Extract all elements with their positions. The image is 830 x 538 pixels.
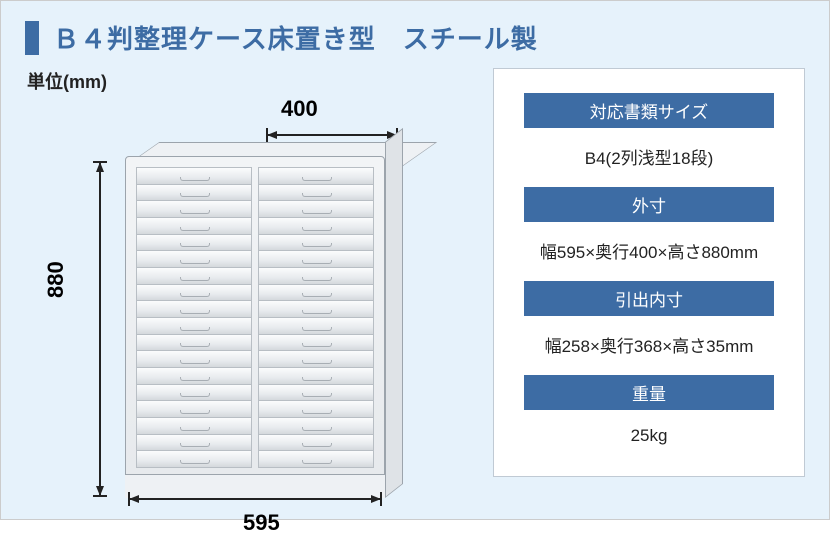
drawer [258, 317, 374, 335]
depth-value: 400 [281, 96, 318, 122]
drawer [258, 217, 374, 235]
infographic-container: Ｂ４判整理ケース床置き型 スチール製 単位(mm) 400 880 [0, 0, 830, 520]
drawer [258, 234, 374, 252]
drawer [258, 450, 374, 468]
drawer [136, 250, 252, 268]
spec-head: 外寸 [524, 187, 774, 222]
spec-value: B4(2列浅型18段) [585, 140, 713, 175]
title-marker [25, 21, 39, 55]
diagram-panel: 単位(mm) 400 880 [25, 68, 465, 538]
drawer [258, 267, 374, 285]
drawer [136, 334, 252, 352]
drawer [258, 300, 374, 318]
drawer [258, 334, 374, 352]
spec-head: 引出内寸 [524, 281, 774, 316]
drawer [136, 417, 252, 435]
title-bar: Ｂ４判整理ケース床置き型 スチール製 [25, 19, 805, 56]
height-value: 880 [43, 261, 69, 298]
spec-value: 幅595×奥行400×高さ880mm [540, 234, 758, 269]
drawer [258, 367, 374, 385]
drawer-column [136, 167, 252, 467]
drawer-column [258, 167, 374, 467]
diagram-wrap: 400 880 [25, 98, 465, 538]
cabinet-side-face [385, 128, 403, 498]
drawer-grid [136, 167, 374, 467]
drawer [136, 167, 252, 185]
spec-value: 25kg [631, 422, 668, 452]
drawer [136, 267, 252, 285]
unit-label: 単位(mm) [27, 68, 465, 94]
drawer [136, 384, 252, 402]
width-dimension-line [125, 490, 385, 508]
drawer [258, 184, 374, 202]
cabinet-front [125, 156, 385, 498]
spec-head: 対応書類サイズ [524, 93, 774, 128]
page-title: Ｂ４判整理ケース床置き型 スチール製 [53, 19, 538, 56]
drawer [136, 450, 252, 468]
width-value: 595 [243, 510, 280, 536]
drawer [136, 434, 252, 452]
drawer [136, 217, 252, 235]
drawer [258, 200, 374, 218]
drawer [136, 367, 252, 385]
spec-head: 重量 [524, 375, 774, 410]
drawer [136, 184, 252, 202]
drawer [136, 234, 252, 252]
drawer [258, 250, 374, 268]
height-dimension-line [91, 158, 109, 500]
drawer [258, 350, 374, 368]
drawer [136, 284, 252, 302]
drawer [136, 317, 252, 335]
content-row: 単位(mm) 400 880 [25, 68, 805, 538]
drawer [136, 400, 252, 418]
drawer [258, 384, 374, 402]
spec-value: 幅258×奥行368×高さ35mm [545, 328, 754, 363]
drawer [136, 300, 252, 318]
drawer [258, 284, 374, 302]
drawer [258, 434, 374, 452]
drawer [258, 167, 374, 185]
drawer [258, 417, 374, 435]
spec-panel: 対応書類サイズ B4(2列浅型18段) 外寸幅595×奥行400×高さ880mm 引出… [493, 68, 805, 477]
drawer [258, 400, 374, 418]
drawer [136, 200, 252, 218]
drawer [136, 350, 252, 368]
